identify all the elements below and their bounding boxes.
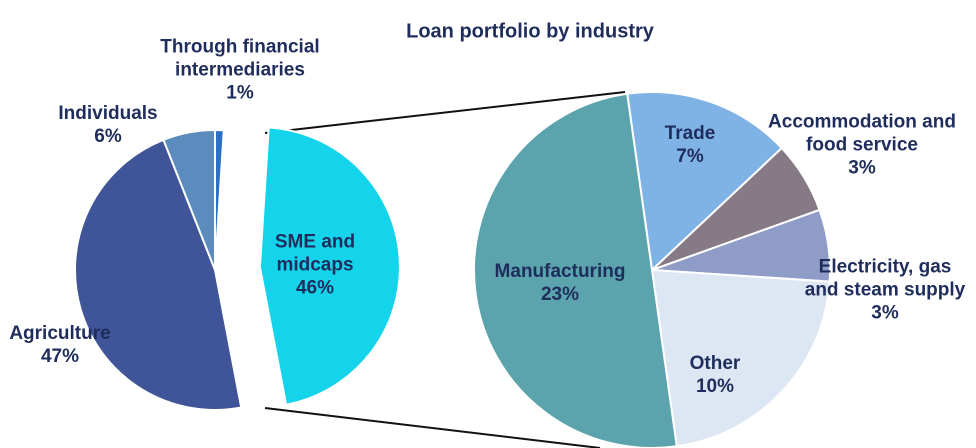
value-label: 7% bbox=[676, 146, 704, 167]
value-label: 3% bbox=[871, 302, 899, 324]
slice-label: Trade 7% bbox=[645, 122, 735, 168]
slice-label: Other 10% bbox=[670, 352, 760, 398]
category-label: SME and midcaps bbox=[274, 231, 356, 276]
category-label: Through financial intermediaries bbox=[160, 36, 320, 81]
slice-label: Manufacturing 23% bbox=[475, 260, 645, 306]
value-label: 47% bbox=[40, 346, 80, 367]
category-label: Agriculture bbox=[9, 323, 111, 344]
category-label: Electricity, gas and steam supply bbox=[804, 256, 966, 301]
category-label: Manufacturing bbox=[494, 261, 626, 282]
slice-label: Agriculture 47% bbox=[0, 322, 125, 368]
pie-slice bbox=[626, 91, 784, 273]
value-label: 1% bbox=[226, 82, 254, 104]
pie-slice bbox=[214, 128, 225, 271]
pie-slice bbox=[162, 128, 216, 271]
chart-title: Loan portfolio by industry bbox=[406, 20, 654, 43]
connector-line bbox=[264, 91, 626, 134]
slice-label: Individuals 6% bbox=[43, 102, 173, 148]
slice-label: Accommodation and food service 3% bbox=[757, 111, 967, 180]
value-label: 3% bbox=[848, 157, 876, 179]
value-label: 10% bbox=[695, 376, 735, 397]
pie-slice bbox=[258, 126, 401, 406]
pie-slice bbox=[650, 268, 831, 448]
category-label: Individuals bbox=[58, 103, 158, 124]
slice-label: SME and midcaps 46% bbox=[255, 231, 375, 300]
category-label: Trade bbox=[664, 123, 716, 144]
value-label: 46% bbox=[295, 277, 335, 299]
category-label: Other bbox=[689, 353, 741, 374]
category-label: Accommodation and food service bbox=[768, 111, 956, 156]
value-label: 6% bbox=[94, 126, 122, 147]
pie-slice bbox=[473, 92, 678, 448]
value-label: 23% bbox=[540, 284, 580, 305]
connector-line bbox=[264, 407, 601, 448]
pie-slice bbox=[74, 138, 243, 411]
slice-label: Through financial intermediaries 1% bbox=[155, 36, 325, 105]
slice-label: Electricity, gas and steam supply 3% bbox=[800, 256, 970, 325]
